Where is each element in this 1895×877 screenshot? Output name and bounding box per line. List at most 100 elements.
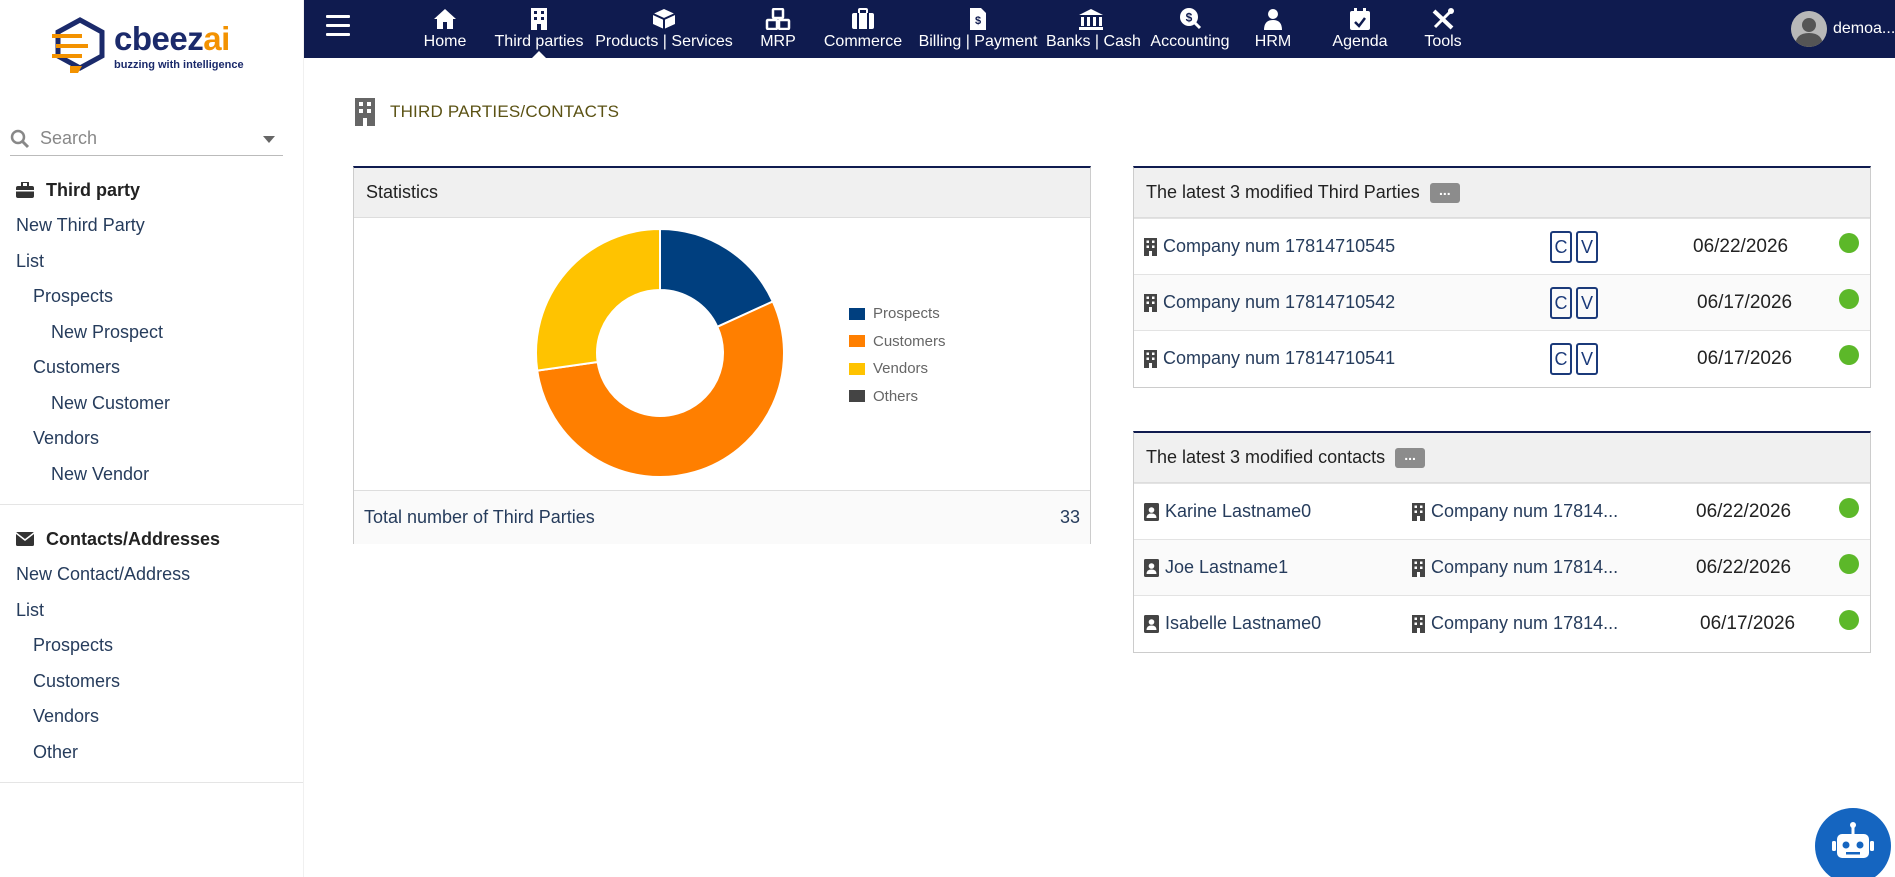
modified-date: 06/17/2026 (1697, 291, 1793, 313)
suitcase-icon (852, 8, 874, 29)
page-title-text: THIRD PARTIES/CONTACTS (390, 102, 620, 121)
customer-badge[interactable]: C (1550, 343, 1572, 375)
building-icon (1412, 502, 1425, 521)
menu-section-contacts: Contacts/Addresses New Contact/Address L… (0, 505, 303, 783)
statistics-panel: Statistics Prospects Customers Vendors O… (353, 166, 1091, 544)
more-button[interactable]: ... (1395, 447, 1426, 468)
customer-badge[interactable]: C (1550, 287, 1572, 319)
search-box (10, 122, 283, 156)
company-link[interactable]: Company num 17814... (1412, 501, 1618, 522)
briefcase-icon (16, 182, 34, 198)
nav-label: Products | Services (595, 33, 733, 50)
status-active-dot (1839, 289, 1859, 309)
nav-label: Home (423, 33, 467, 50)
company-link[interactable]: Company num 17814710541 (1144, 348, 1395, 369)
company-name: Company num 17814710542 (1163, 292, 1396, 312)
menu-item-new-customer[interactable]: New Customer (51, 392, 171, 413)
company-link[interactable]: Company num 17814710545 (1144, 236, 1395, 257)
envelope-icon (16, 532, 34, 546)
modified-date: 06/17/2026 (1700, 612, 1796, 634)
logo[interactable]: cbeezai buzzing with intelligence (0, 0, 303, 90)
menu-item-contact-prospects[interactable]: Prospects (33, 635, 114, 655)
nav-label: Third parties (494, 33, 584, 50)
menu-item-list[interactable]: List (16, 250, 45, 271)
nav-mrp[interactable]: MRP (748, 0, 808, 58)
modified-date: 06/22/2026 (1696, 500, 1792, 522)
user-menu[interactable]: demoa... (1791, 11, 1895, 47)
legend-vendors[interactable]: Vendors (849, 355, 946, 383)
legend-others[interactable]: Others (849, 383, 946, 411)
pie-slice-vendors[interactable] (535, 227, 661, 372)
nav-label: Commerce (823, 33, 903, 50)
menu-head-third-party[interactable]: Third party (0, 172, 303, 208)
legend-prospects[interactable]: Prospects (849, 300, 946, 328)
panel-title: The latest 3 modified contacts (1146, 447, 1386, 467)
nav-third-parties[interactable]: Third parties (486, 0, 592, 58)
total-third-parties-row[interactable]: Total number of Third Parties 33 (354, 490, 1090, 544)
nav-label: Agenda (1332, 33, 1388, 50)
menu-head-contacts[interactable]: Contacts/Addresses (0, 521, 303, 557)
search-input[interactable] (40, 128, 240, 149)
menu-item-new-vendor[interactable]: New Vendor (51, 463, 150, 484)
nav-hrm[interactable]: HRM (1246, 0, 1300, 58)
menu-item-contact-vendors[interactable]: Vendors (33, 706, 100, 726)
pie-slice-customers[interactable] (536, 300, 785, 478)
hamburger-menu-icon[interactable] (326, 15, 350, 37)
contact-card-icon (1144, 558, 1159, 577)
menu-item-contact-customers[interactable]: Customers (33, 670, 121, 691)
nav-products-services[interactable]: Products | Services (594, 0, 734, 58)
menu-item-contact-other[interactable]: Other (33, 741, 79, 762)
pie-slice-prospects[interactable] (659, 227, 775, 329)
chatbot-button[interactable] (1815, 808, 1891, 877)
contact-link[interactable]: Karine Lastname0 (1144, 501, 1311, 522)
menu-item-customers[interactable]: Customers (33, 357, 121, 377)
customer-badge[interactable]: C (1550, 231, 1572, 263)
contact-link[interactable]: Isabelle Lastname0 (1144, 613, 1321, 634)
search-dropdown-icon[interactable] (263, 136, 275, 143)
contact-name: Isabelle Lastname0 (1165, 613, 1322, 633)
contact-link[interactable]: Joe Lastname1 (1144, 557, 1288, 578)
nav-commerce[interactable]: Commerce (818, 0, 908, 58)
contact-name: Karine Lastname0 (1165, 501, 1312, 521)
tools-icon (1432, 8, 1454, 30)
status-active-dot (1839, 610, 1859, 630)
company-link[interactable]: Company num 17814... (1412, 613, 1618, 634)
company-link[interactable]: Company num 17814... (1412, 557, 1618, 578)
nav-home[interactable]: Home (412, 0, 478, 58)
vendor-badge[interactable]: V (1576, 287, 1598, 319)
nav-billing-payment[interactable]: $ Billing | Payment (914, 0, 1042, 58)
table-row: Isabelle Lastname0 Company num 17814... … (1134, 595, 1870, 651)
company-link[interactable]: Company num 17814710542 (1144, 292, 1395, 313)
nav-banks-cash[interactable]: Banks | Cash (1046, 0, 1141, 58)
calendar-icon (1350, 8, 1370, 30)
menu-item-prospects[interactable]: Prospects (33, 286, 114, 306)
coin-icon: $ (1180, 8, 1202, 30)
menu-item-new-prospect[interactable]: New Prospect (51, 321, 164, 342)
modified-date: 06/22/2026 (1693, 235, 1789, 257)
menu-item-new-third-party[interactable]: New Third Party (16, 215, 145, 235)
status-active-dot (1839, 345, 1859, 365)
nav-accounting[interactable]: $ Accounting (1146, 0, 1234, 58)
table-row: Joe Lastname1 Company num 17814... 06/22… (1134, 539, 1870, 595)
vendor-badge[interactable]: V (1576, 231, 1598, 263)
avatar (1791, 11, 1827, 47)
svg-text:$: $ (1186, 11, 1193, 25)
menu-section-third-party: Third party New Third Party List Prospec… (0, 156, 303, 505)
more-button[interactable]: ... (1429, 182, 1460, 203)
user-name: demoa... (1833, 20, 1895, 37)
vendor-badge[interactable]: V (1576, 343, 1598, 375)
legend-customers[interactable]: Customers (849, 328, 946, 356)
contact-card-icon (1144, 614, 1159, 633)
nav-tools[interactable]: Tools (1418, 0, 1468, 58)
nav-label: HRM (1254, 33, 1292, 50)
menu-item-new-contact[interactable]: New Contact/Address (16, 564, 191, 584)
menu-item-contact-list[interactable]: List (16, 599, 45, 620)
latest-third-parties-header: The latest 3 modified Third Parties ... (1134, 168, 1870, 218)
nav-agenda[interactable]: Agenda (1328, 0, 1392, 58)
menu-item-vendors[interactable]: Vendors (33, 428, 100, 448)
statistics-title: Statistics (354, 168, 1090, 218)
